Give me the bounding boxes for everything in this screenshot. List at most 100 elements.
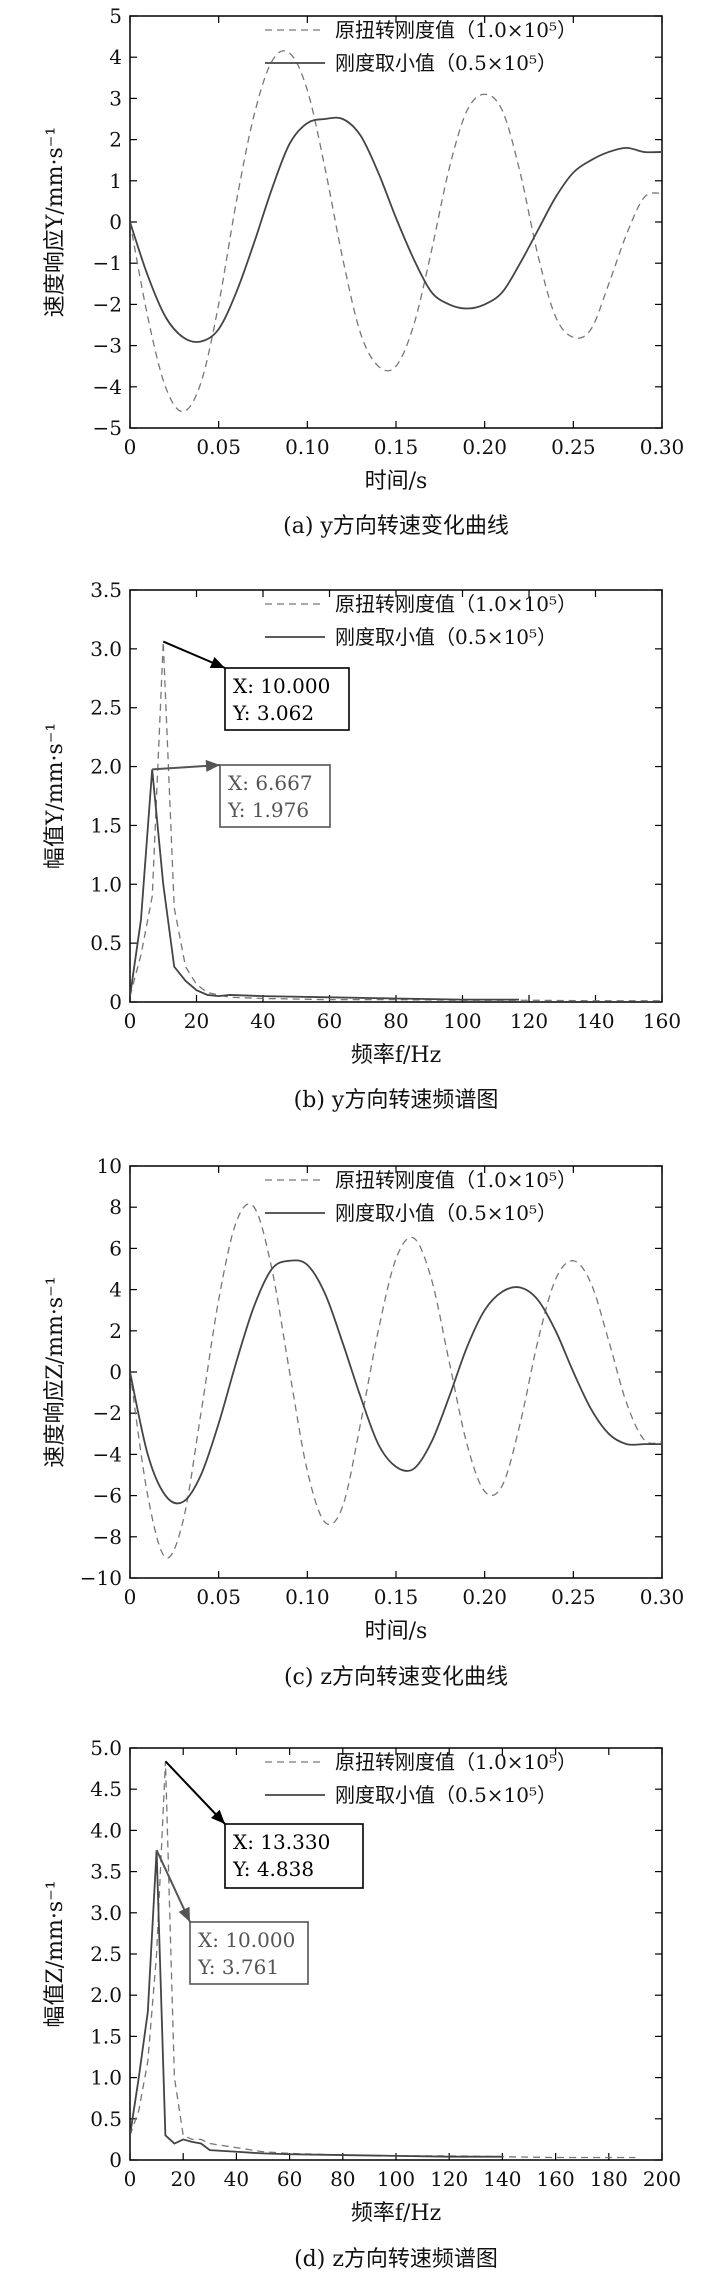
y-axis-label: 幅值Z/mm·s⁻¹ bbox=[43, 1880, 68, 2027]
y-tick-label: 4.0 bbox=[90, 1818, 122, 1842]
x-tick-label: 140 bbox=[483, 2167, 521, 2191]
datatip-x: X: 10.000 bbox=[233, 674, 330, 698]
x-tick-label: 0.10 bbox=[285, 1585, 330, 1609]
series-line-original-stiffness bbox=[130, 1203, 662, 1559]
datatip-y: Y: 4.838 bbox=[232, 1857, 314, 1881]
y-tick-label: 5 bbox=[109, 4, 122, 28]
y-tick-label: 3 bbox=[109, 86, 122, 110]
y-tick-label: 1.0 bbox=[90, 872, 122, 896]
y-tick-label: −6 bbox=[93, 1484, 122, 1508]
x-tick-label: 200 bbox=[643, 2167, 681, 2191]
x-tick-label: 0.20 bbox=[462, 1585, 507, 1609]
datatip-arrowhead bbox=[211, 1809, 225, 1824]
x-tick-label: 0.05 bbox=[196, 435, 241, 459]
chart-caption: (a) y方向转速变化曲线 bbox=[283, 514, 509, 539]
y-tick-label: 0.5 bbox=[90, 2107, 122, 2131]
y-axis-label: 速度响应Z/mm·s⁻¹ bbox=[43, 1276, 68, 1467]
datatip-y: Y: 1.976 bbox=[227, 798, 309, 822]
x-tick-label: 60 bbox=[317, 1009, 342, 1033]
x-tick-label: 0.05 bbox=[196, 1585, 241, 1609]
x-axis-label: 时间/s bbox=[365, 469, 428, 494]
x-tick-label: 0.25 bbox=[551, 435, 596, 459]
datatip-x: X: 10.000 bbox=[198, 1928, 295, 1952]
y-tick-label: 4 bbox=[109, 45, 122, 69]
x-axis-label: 时间/s bbox=[365, 1619, 428, 1644]
y-tick-label: 2 bbox=[109, 128, 122, 152]
x-tick-label: 0 bbox=[124, 435, 137, 459]
x-tick-label: 0.10 bbox=[285, 435, 330, 459]
y-tick-label: 1 bbox=[109, 169, 122, 193]
chart-c: 0 0.05 0.10 0.15 0.20 0.25 0.30 −10 −8 −6 −4 −2 0 2 4 6… bbox=[43, 1154, 684, 1690]
x-tick-label: 120 bbox=[510, 1009, 548, 1033]
y-tick-label: −2 bbox=[93, 1401, 122, 1425]
y-tick-label: 1.5 bbox=[90, 813, 122, 837]
plot-frame bbox=[129, 589, 663, 1003]
y-tick-label: 3.0 bbox=[90, 1901, 122, 1925]
y-tick-label: 4.5 bbox=[90, 1777, 122, 1801]
datatip-x: X: 13.330 bbox=[233, 1830, 330, 1854]
legend-entry: 原扭转刚度值（1.0×10⁵） bbox=[335, 18, 577, 42]
x-tick-label: 160 bbox=[643, 1009, 681, 1033]
legend-entry: 刚度取小值（0.5×10⁵） bbox=[335, 51, 557, 75]
y-tick-label: −5 bbox=[93, 416, 122, 440]
y-tick-label: −4 bbox=[93, 1442, 122, 1466]
legend-entry: 刚度取小值（0.5×10⁵） bbox=[335, 625, 557, 649]
y-tick-label: 3.5 bbox=[90, 578, 122, 602]
series-line-original-stiffness bbox=[130, 50, 662, 413]
y-tick-label: 0.5 bbox=[90, 931, 122, 955]
x-tick-label: 100 bbox=[443, 1009, 481, 1033]
x-tick-label: 40 bbox=[224, 2167, 249, 2191]
y-tick-label: 0 bbox=[109, 210, 122, 234]
datatip-y: Y: 3.761 bbox=[197, 1955, 279, 1979]
x-tick-label: 100 bbox=[377, 2167, 415, 2191]
y-axis-label: 幅值Y/mm·s⁻¹ bbox=[43, 723, 68, 869]
x-tick-label: 0 bbox=[124, 1009, 137, 1033]
y-tick-label: 10 bbox=[97, 1154, 122, 1178]
y-tick-label: −10 bbox=[80, 1566, 122, 1590]
y-tick-label: 2.0 bbox=[90, 755, 122, 779]
chart-caption: (b) y方向转速频谱图 bbox=[294, 1088, 499, 1113]
datatip-y: Y: 3.062 bbox=[232, 701, 314, 725]
x-axis-label: 频率f/Hz bbox=[351, 2201, 441, 2226]
datatip-arrow bbox=[164, 1760, 226, 1825]
y-tick-label: 6 bbox=[109, 1236, 122, 1260]
legend-entry: 刚度取小值（0.5×10⁵） bbox=[335, 1783, 557, 1807]
y-tick-label: 4 bbox=[109, 1278, 122, 1302]
datatip-arrowhead bbox=[209, 656, 225, 669]
x-tick-label: 80 bbox=[330, 2167, 355, 2191]
x-tick-label: 80 bbox=[383, 1009, 408, 1033]
y-tick-label: −3 bbox=[93, 334, 122, 358]
y-tick-label: −4 bbox=[93, 375, 122, 399]
y-tick-label: −2 bbox=[93, 292, 122, 316]
y-tick-label: 2.0 bbox=[90, 1983, 122, 2007]
x-tick-label: 0.30 bbox=[640, 435, 685, 459]
y-tick-label: 0 bbox=[109, 990, 122, 1014]
chart-caption: (c) z方向转速变化曲线 bbox=[284, 1665, 508, 1690]
y-tick-label: 3.5 bbox=[90, 1860, 122, 1884]
x-axis-label: 频率f/Hz bbox=[351, 1043, 441, 1068]
chart-d: 0 20 40 60 80 100 120 140 160 180 200 0 0.5 1.0 1.5 2.0… bbox=[43, 1736, 681, 2272]
x-tick-label: 120 bbox=[430, 2167, 468, 2191]
x-tick-label: 40 bbox=[250, 1009, 275, 1033]
x-tick-label: 160 bbox=[537, 2167, 575, 2191]
y-tick-label: 1.0 bbox=[90, 2066, 122, 2090]
series-line-reduced-stiffness bbox=[130, 769, 520, 1001]
series-line-reduced-stiffness bbox=[130, 1259, 662, 1505]
chart-b: 0 20 40 60 80 100 120 140 160 0 0.5 1.0 1.5 2.0 2.5 3.0… bbox=[43, 578, 681, 1113]
x-tick-label: 140 bbox=[576, 1009, 614, 1033]
datatip-box bbox=[224, 667, 350, 731]
y-tick-label: 5.0 bbox=[90, 1736, 122, 1760]
y-tick-label: 0 bbox=[109, 1360, 122, 1384]
x-tick-label: 60 bbox=[277, 2167, 302, 2191]
series-line-original-stiffness bbox=[130, 641, 662, 1002]
chart-caption: (d) z方向转速频谱图 bbox=[294, 2247, 498, 2272]
y-tick-label: 2 bbox=[109, 1319, 122, 1343]
x-tick-label: 0 bbox=[124, 1585, 137, 1609]
x-tick-label: 20 bbox=[184, 1009, 209, 1033]
y-tick-label: 2.5 bbox=[90, 1942, 122, 1966]
y-tick-label: 8 bbox=[109, 1195, 122, 1219]
legend-entry: 原扭转刚度值（1.0×10⁵） bbox=[335, 1168, 577, 1192]
chart-a: 0 0.05 0.10 0.15 0.20 0.25 0.30 −5 −4 −3 −2 −1 0 1 2 3 4… bbox=[43, 4, 684, 539]
